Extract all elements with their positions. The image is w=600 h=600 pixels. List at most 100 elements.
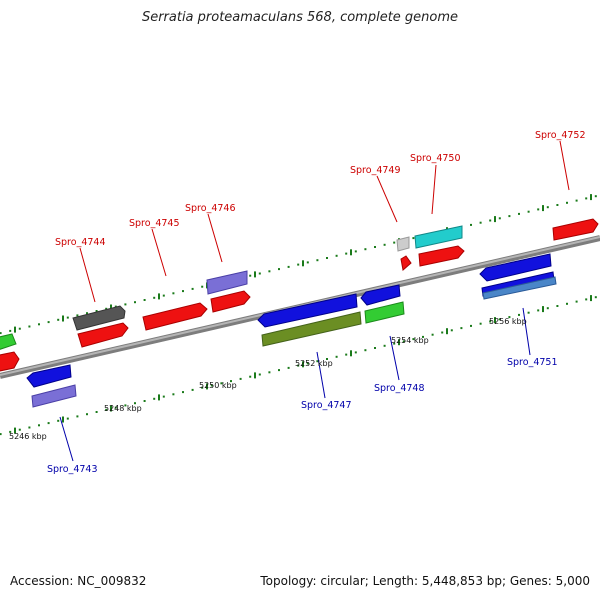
ruler-dot xyxy=(364,248,367,251)
ruler-dot xyxy=(76,415,79,418)
ruler-dot xyxy=(0,433,2,436)
gene-arrow[interactable] xyxy=(26,364,72,388)
ruler-ticks xyxy=(14,194,592,434)
ruler-dot xyxy=(527,311,530,314)
gene-label-spro-4744[interactable]: Spro_4744 xyxy=(55,237,106,248)
ruler-dot xyxy=(182,391,184,394)
gene-arrow[interactable] xyxy=(400,255,412,271)
gene-arrow[interactable] xyxy=(31,384,77,408)
ruler-dot xyxy=(479,221,482,224)
ruler-dot xyxy=(479,322,482,325)
ruler-dot xyxy=(258,373,261,376)
gene-label-spro-4746[interactable]: Spro_4746 xyxy=(185,203,236,214)
gene-label-spro-4745[interactable]: Spro_4745 xyxy=(129,218,180,229)
ruler-dot xyxy=(431,333,434,336)
ruler-dot xyxy=(287,265,290,268)
ruler-dot xyxy=(210,384,213,387)
ruler-dot xyxy=(86,312,88,315)
ruler-dot xyxy=(66,316,69,319)
ruler-dot xyxy=(326,257,328,259)
ruler-dot xyxy=(9,329,12,332)
ruler-dot xyxy=(354,351,357,354)
gene-arrow[interactable] xyxy=(210,290,251,313)
ruler-dot xyxy=(124,303,127,306)
gene-label-spro-4752[interactable]: Spro_4752 xyxy=(535,130,586,141)
scale-label: 5252 kbp xyxy=(295,359,333,368)
gene-arrow[interactable] xyxy=(479,253,552,282)
ruler-dot xyxy=(249,375,252,378)
gene-arrow[interactable] xyxy=(482,276,557,300)
ruler-dot xyxy=(508,215,511,218)
ruler-dot xyxy=(546,307,549,310)
ruler-dot xyxy=(498,318,501,321)
ruler-dot xyxy=(518,212,520,215)
gene-arrow[interactable] xyxy=(0,333,17,351)
gene-arrow[interactable] xyxy=(142,302,208,331)
ruler-dot xyxy=(134,402,136,405)
scale-label: 5248 kbp xyxy=(104,404,142,413)
gene-arrow[interactable] xyxy=(206,270,248,295)
gene-label-spro-4748[interactable]: Spro_4748 xyxy=(374,383,425,394)
gene-arrow[interactable] xyxy=(414,225,463,249)
ruler-dot xyxy=(383,344,386,347)
ruler-dot xyxy=(556,305,559,307)
gene-arrow[interactable] xyxy=(72,305,126,331)
gene-label-spro-4750[interactable]: Spro_4750 xyxy=(410,153,461,164)
forward-strand-genes xyxy=(0,218,599,372)
gene-arrow[interactable] xyxy=(77,322,129,348)
ruler-dot xyxy=(335,355,338,358)
ruler-dot xyxy=(134,301,136,304)
ruler-dot xyxy=(518,313,520,316)
label-leaders xyxy=(59,140,570,462)
ruler-dot xyxy=(508,316,511,319)
gene-label-spro-4749[interactable]: Spro_4749 xyxy=(350,165,401,176)
ruler-dot xyxy=(575,199,578,202)
ruler-dot xyxy=(412,338,415,341)
ruler-dot xyxy=(153,296,156,299)
ruler-dot xyxy=(57,318,60,321)
ruler-dot xyxy=(460,327,463,330)
ruler-dot xyxy=(268,270,271,273)
gene-arrow[interactable] xyxy=(552,218,599,241)
gene-arrow[interactable] xyxy=(0,351,20,372)
ruler-dot xyxy=(306,261,309,264)
ruler-dot xyxy=(278,369,280,372)
gene-arrow[interactable] xyxy=(364,301,405,324)
ruler-dot xyxy=(594,195,597,198)
gene-arrow[interactable] xyxy=(261,311,362,347)
gene-label-spro-4743[interactable]: Spro_4743 xyxy=(47,464,98,475)
ruler-dot xyxy=(546,206,549,209)
ruler-dot xyxy=(537,208,540,211)
ruler-dot xyxy=(0,332,2,335)
ruler-dot xyxy=(114,406,117,409)
ruler-dot xyxy=(38,424,40,427)
ruler-dot xyxy=(143,400,146,402)
scale-label: 5256 kbp xyxy=(489,317,527,326)
ruler-dot xyxy=(354,250,357,253)
ruler-dot xyxy=(527,210,530,213)
ruler-dot xyxy=(47,422,50,425)
ruler-dot xyxy=(191,388,194,391)
reverse-strand-genes xyxy=(26,253,557,408)
scale-label: 5250 kbp xyxy=(199,381,237,390)
genome-summary-text: Topology: circular; Length: 5,448,853 bp… xyxy=(260,574,590,588)
ruler-dot xyxy=(412,237,415,240)
ruler-dot xyxy=(162,294,165,297)
ruler-dot xyxy=(335,254,338,257)
ruler-dot xyxy=(489,219,492,222)
ruler-dot xyxy=(153,397,156,400)
gene-arrow[interactable] xyxy=(360,284,401,306)
gene-label-spro-4751[interactable]: Spro_4751 xyxy=(507,357,558,368)
ruler-dot xyxy=(18,428,21,431)
ruler-dot xyxy=(297,364,300,367)
ruler-dot xyxy=(47,321,50,324)
gene-arrow[interactable] xyxy=(396,236,410,252)
gene-arrow[interactable] xyxy=(418,245,465,267)
gene-arrow[interactable] xyxy=(257,293,358,328)
gene-label-spro-4747[interactable]: Spro_4747 xyxy=(301,400,352,411)
ruler-dot xyxy=(201,386,204,389)
ruler-dot xyxy=(28,325,31,328)
ruler-dot xyxy=(402,340,405,343)
ruler-dot xyxy=(38,323,40,326)
